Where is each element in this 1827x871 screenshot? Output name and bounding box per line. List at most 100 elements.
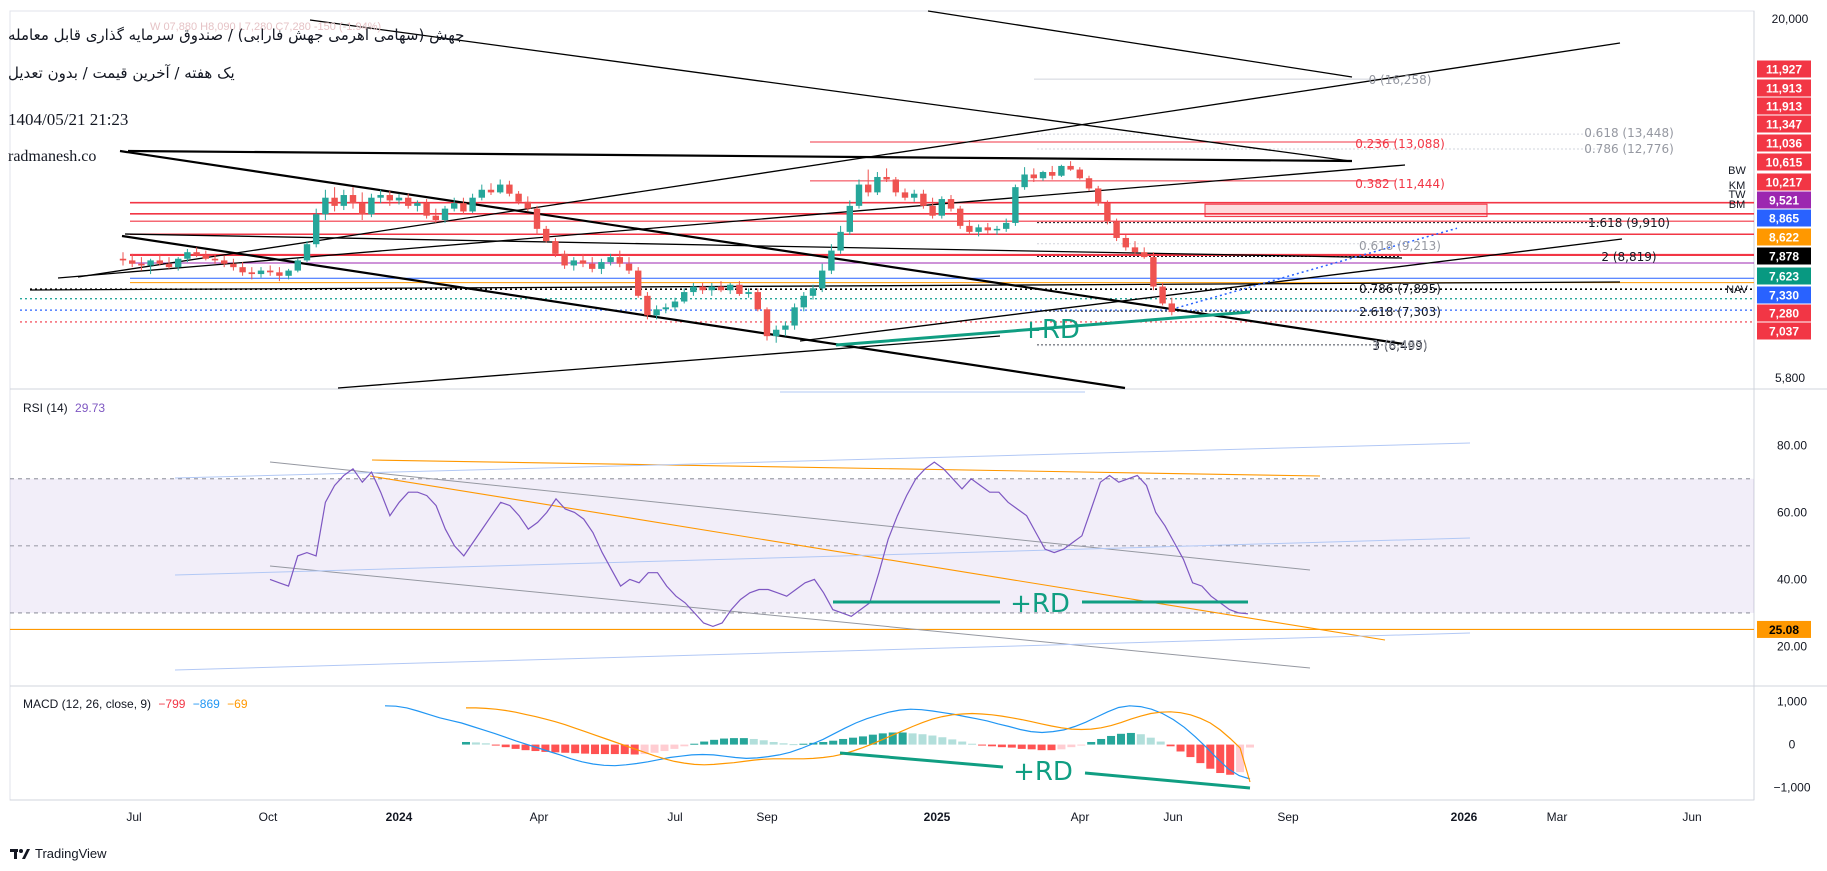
macd-histogram-bar: [670, 744, 679, 749]
macd-histogram-bar: [640, 744, 649, 755]
candle-body: [607, 257, 614, 263]
macd-histogram-bar: [858, 736, 867, 745]
macd-legend[interactable]: MACD (12, 26, close, 9) −799 −869 −69: [19, 697, 248, 711]
candle-body: [1150, 257, 1157, 287]
footer-brand[interactable]: TradingView: [10, 846, 107, 861]
macd-histogram-bar: [710, 739, 719, 745]
candle-body: [809, 288, 817, 296]
candle-body: [855, 184, 863, 206]
macd-histogram-bar: [1206, 744, 1215, 769]
candle-body: [1076, 169, 1083, 179]
macd-histogram-bar: [471, 742, 480, 745]
candle-body: [901, 192, 909, 198]
macd-histogram-bar: [1246, 744, 1254, 748]
macd-histogram-bar: [1057, 744, 1066, 750]
x-axis-tick-label: Jun: [1163, 810, 1182, 824]
macd-histogram-bar: [868, 734, 877, 745]
fib-label: 1 (6,485): [1372, 338, 1427, 352]
candle-body: [285, 270, 292, 276]
macd-histogram-bar: [839, 738, 848, 745]
rsi-legend-title: RSI (14): [23, 401, 68, 415]
candle-body: [257, 270, 265, 275]
candle-body: [221, 260, 228, 264]
candle-body: [929, 205, 936, 216]
rsi-trendline: [174, 537, 1471, 576]
macd-histogram-bar: [1226, 744, 1235, 775]
candle-body: [377, 195, 384, 198]
fib-label: 0.382 (11,444): [1355, 177, 1445, 191]
fib-label: 0.786 (12,776): [1584, 142, 1674, 156]
macd-histogram-bar: [1007, 744, 1016, 748]
x-axis-tick-label: Sep: [1277, 810, 1299, 824]
x-axis-tick-label: 2025: [924, 810, 951, 824]
candle-body: [653, 309, 660, 316]
candle-body: [423, 203, 430, 216]
macd-histogram-bar: [660, 744, 669, 752]
candle-body: [119, 258, 127, 261]
chart-frame: [9, 10, 1755, 801]
candle-body: [1095, 188, 1102, 204]
macd-histogram-bar: [779, 743, 788, 745]
price-tag: [1757, 209, 1811, 227]
macd-histogram-bar: [1087, 741, 1096, 745]
fib-label: 3 (6,499): [1372, 339, 1427, 353]
price-tag-label: 11,036: [1766, 137, 1802, 151]
candle-body: [773, 329, 780, 337]
candle-body: [487, 189, 495, 193]
candle-body: [1067, 165, 1074, 170]
price-tag: [1757, 247, 1811, 265]
candle-body: [386, 195, 393, 201]
price-tag: [1757, 267, 1811, 285]
candle-body: [791, 307, 798, 326]
candle-body: [303, 244, 311, 261]
candle-body: [598, 262, 605, 269]
rsi-axis-tick: 40.00: [1777, 572, 1807, 586]
candle-body: [1021, 174, 1028, 188]
macd-histogram-bar: [908, 733, 917, 745]
macd-histogram-bar: [561, 744, 570, 753]
candle-body: [957, 208, 964, 226]
candle-body: [395, 197, 403, 201]
candle-body: [478, 189, 485, 198]
trendline: [927, 10, 1353, 78]
candle-body: [211, 258, 219, 261]
price-tag-label: 11,927: [1766, 63, 1802, 77]
fib-label: 0 (16,258): [1369, 73, 1432, 87]
macd-histogram-bar: [501, 744, 510, 748]
macd-legend-value-2: −869: [192, 697, 220, 711]
candle-body: [294, 260, 301, 271]
candle-body: [782, 325, 789, 330]
price-tag-label: 11,913: [1766, 100, 1802, 114]
candle-body: [1131, 247, 1139, 253]
candle-body: [239, 267, 246, 273]
candle-body: [708, 286, 715, 291]
macd-histogram-bar: [1146, 737, 1155, 745]
macd-layer: +RD 1,000 0 −1,000: [384, 694, 1811, 795]
chart-datetime: 1404/05/21 21:23: [8, 110, 129, 129]
x-axis-tick-label: Jul: [126, 810, 141, 824]
macd-histogram-bar: [819, 741, 828, 745]
candle-body: [763, 309, 771, 337]
candle-body: [920, 193, 927, 206]
candle-body: [230, 263, 237, 268]
macd-histogram-bar: [789, 744, 798, 746]
macd-histogram-bar: [481, 743, 490, 745]
macd-divergence-label: +RD: [1013, 757, 1073, 787]
rsi-legend[interactable]: RSI (14) 29.73: [19, 401, 105, 415]
price-tag-label: 8,865: [1769, 212, 1799, 226]
macd-histogram-bar: [680, 744, 689, 747]
candle-body: [947, 199, 955, 209]
macd-histogram-bar: [620, 744, 629, 755]
macd-histogram-bar: [610, 744, 619, 755]
candle-body: [533, 208, 541, 229]
macd-histogram-bar: [551, 744, 560, 753]
macd-histogram-bar: [690, 743, 699, 745]
macd-histogram-bar: [799, 743, 808, 745]
candle-body: [147, 260, 154, 266]
candle-body: [414, 203, 421, 206]
candle-body: [727, 284, 734, 291]
grid-layer: [9, 10, 1827, 801]
trendline: [127, 149, 1353, 163]
x-axis-tick-label: Oct: [259, 810, 278, 824]
